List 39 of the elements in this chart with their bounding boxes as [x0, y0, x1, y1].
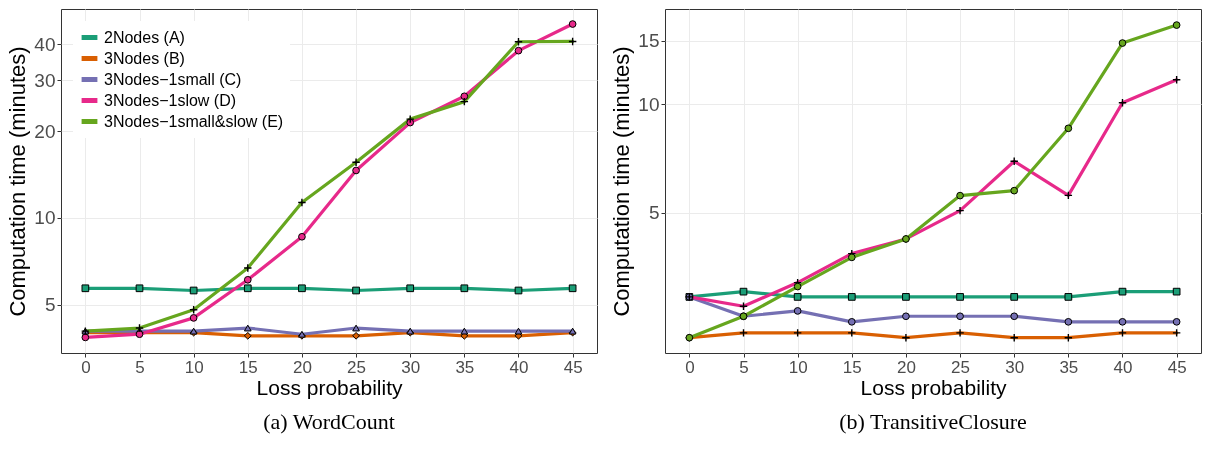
- x-tick-label: 10: [788, 357, 808, 377]
- x-tick-label: 0: [81, 357, 91, 377]
- x-tick-label: 30: [1005, 357, 1025, 377]
- legend-label: 3Nodes−1slow (D): [104, 91, 237, 109]
- x-tick-label: 35: [1059, 357, 1079, 377]
- y-tick-label: 30: [34, 69, 56, 91]
- x-tick-label: 20: [896, 357, 916, 377]
- x-tick-label: 25: [951, 357, 971, 377]
- x-tick-label: 5: [739, 357, 749, 377]
- x-tick-label: 5: [135, 357, 145, 377]
- legend-label: 2Nodes (A): [104, 28, 185, 46]
- y-tick-label: 10: [34, 207, 56, 229]
- x-tick-label: 20: [292, 357, 312, 377]
- x-tick-label: 15: [842, 357, 862, 377]
- legend-label: 3Nodes (B): [104, 49, 185, 67]
- text: (b) TransitiveClosure: [839, 409, 1027, 434]
- y-axis-title: Computation time (minutes): [5, 46, 31, 317]
- x-axis-title: Loss probability: [256, 375, 403, 399]
- y-axis-title: Computation time (minutes): [609, 46, 635, 317]
- x-tick-label: 40: [509, 357, 529, 377]
- legend-label: 3Nodes−1small (C): [104, 70, 242, 88]
- y-tick-label: 10: [638, 93, 660, 115]
- y-tick-label: 40: [34, 33, 56, 55]
- x-tick-label: 45: [563, 357, 583, 377]
- x-tick-label: 40: [1113, 357, 1133, 377]
- x-tick-label: 0: [685, 357, 695, 377]
- x-tick-label: 30: [401, 357, 421, 377]
- x-tick-label: 15: [238, 357, 258, 377]
- x-tick-label: 45: [1167, 357, 1187, 377]
- legend-label: 3Nodes−1small&slow (E): [104, 112, 284, 130]
- text: (a) WordCount: [263, 409, 395, 434]
- y-tick-label: 20: [34, 120, 56, 142]
- x-tick-label: 35: [455, 357, 475, 377]
- x-axis-title: Loss probability: [860, 375, 1007, 399]
- y-tick-label: 5: [44, 294, 56, 316]
- x-tick-label: 25: [347, 357, 367, 377]
- y-tick-label: 15: [638, 30, 660, 52]
- y-tick-label: 5: [648, 202, 660, 224]
- x-tick-label: 10: [184, 357, 204, 377]
